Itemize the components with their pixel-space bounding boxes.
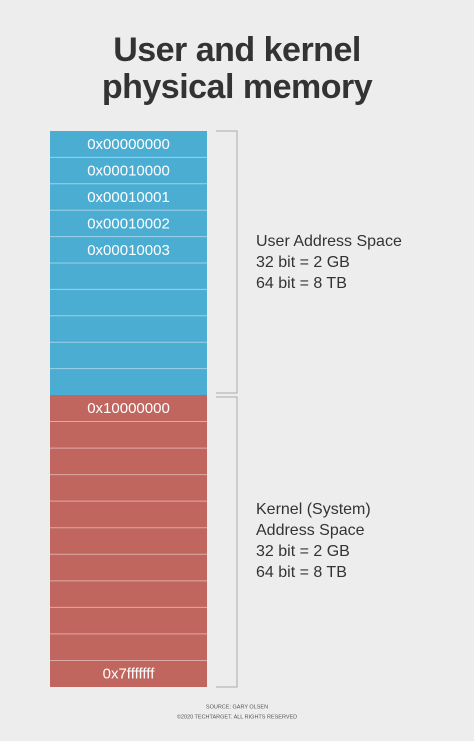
kernel-block [50, 395, 207, 687]
kernel-label: Kernel (System) [256, 501, 371, 518]
user-bracket [216, 130, 238, 394]
address: 0x10000000 [87, 400, 170, 417]
address: 0x00010003 [87, 242, 170, 259]
address: 0x00010002 [87, 215, 170, 232]
source: SOURCE: GARY OLSEN [206, 704, 268, 710]
address: 0x00000000 [87, 136, 170, 153]
address: 0x7fffffff [103, 666, 156, 683]
kernel-bracket [216, 396, 238, 688]
kernel-label: 32 bit = 2 GB [256, 543, 350, 560]
user-label: 64 bit = 8 TB [256, 275, 347, 292]
copyright: ©2020 TECHTARGET. ALL RIGHTS RESERVED [177, 713, 297, 720]
user-block [50, 131, 207, 395]
user-label: User Address Space [256, 233, 402, 250]
kernel-label: 64 bit = 8 TB [256, 564, 347, 581]
address: 0x00010001 [87, 189, 170, 206]
user-label: 32 bit = 2 GB [256, 254, 350, 271]
memory-blocks: 0x00000000 0x00010000 0x00010001 0x00010002… [50, 131, 207, 687]
title-line: physical memory [102, 68, 373, 106]
kernel-label: Address Space [256, 522, 365, 539]
address: 0x00010000 [87, 163, 170, 180]
title-line: User and kernel [113, 31, 361, 69]
